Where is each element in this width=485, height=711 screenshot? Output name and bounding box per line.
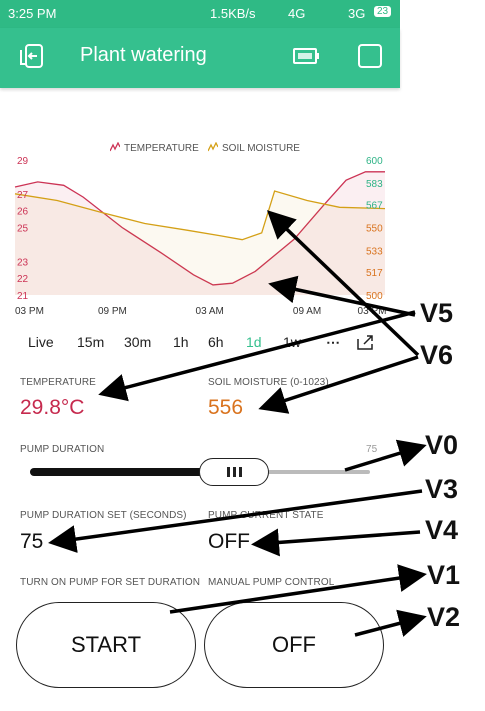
soil-moisture-value: 556 — [208, 396, 244, 419]
callout-v0: V0 — [425, 430, 459, 460]
callout-v2: V2 — [427, 602, 461, 632]
y-right-tick-label: 600 — [366, 156, 383, 167]
battery-level: 23 — [374, 6, 392, 17]
soil-legend-icon — [208, 142, 218, 152]
network-4g: 4G — [288, 6, 306, 21]
y-right-tick-label: 517 — [366, 268, 383, 279]
series-area-1 — [15, 191, 385, 295]
y-left-tick-label: 29 — [17, 156, 29, 167]
status-speed: 1.5KB/s — [210, 6, 256, 21]
callout-v3: V3 — [425, 474, 459, 504]
y-left-tick-label: 23 — [17, 257, 29, 268]
expand-icon[interactable] — [356, 335, 374, 354]
series-line-1 — [14, 190, 386, 241]
temperature-value: 29.8°C — [20, 396, 85, 419]
start-button[interactable]: START — [16, 602, 196, 688]
device-icon[interactable] — [292, 42, 320, 70]
range-1w[interactable]: 1w — [283, 334, 301, 350]
chart-svg: 29 27 26 25 23 22 21 600 583 567 550 533 517 500 03 PM… — [14, 156, 387, 317]
x-tick-label: 09 PM — [98, 306, 127, 317]
y-right-tick-label: 500 — [366, 291, 383, 302]
manual-control-label: MANUAL PUMP CONTROL — [208, 577, 335, 588]
pump-duration-readout: 75 — [366, 444, 378, 455]
callout-v6: V6 — [420, 340, 454, 370]
series-line-0 — [14, 171, 385, 286]
manual-off-button[interactable]: OFF — [204, 602, 384, 688]
legend-temperature: TEMPERATURE — [110, 142, 199, 154]
grip-icon — [239, 467, 242, 477]
range-live[interactable]: Live — [28, 334, 54, 350]
callout-v5: V5 — [420, 298, 454, 328]
y-left-tick-label: 26 — [17, 207, 29, 218]
page-title: Plant watering — [80, 44, 207, 66]
app-bar: Plant watering — [0, 28, 400, 88]
back-icon[interactable] — [18, 42, 46, 70]
pump-duration-slider-fill — [30, 468, 234, 476]
y-right-tick-label: 533 — [366, 246, 383, 257]
grip-icon — [233, 467, 236, 477]
pump-duration-set-value: 75 — [20, 530, 44, 553]
turn-on-label: TURN ON PUMP FOR SET DURATION — [20, 577, 201, 588]
legend-soil-moisture: SOIL MOISTURE — [208, 142, 300, 154]
y-right-tick-label: 550 — [366, 224, 383, 235]
range-more[interactable]: ⋯ — [326, 334, 340, 350]
pump-state-value: OFF — [208, 530, 250, 553]
temperature-label: TEMPERATURE — [20, 377, 96, 388]
x-tick-label: 03 PM — [15, 306, 44, 317]
range-6h[interactable]: 6h — [208, 334, 224, 350]
callout-v1: V1 — [427, 560, 461, 590]
y-left-tick-label: 21 — [17, 291, 29, 302]
status-time: 3:25 PM — [8, 6, 57, 21]
soil-moisture-label: SOIL MOISTURE (0-1023) — [208, 377, 329, 388]
range-1d[interactable]: 1d — [246, 334, 262, 350]
time-range-selector: Live 15m 30m 1h 6h 1d 1w ⋯ — [20, 334, 390, 354]
y-left-tick-label: 27 — [17, 190, 29, 201]
status-bar: 3:25 PM 1.5KB/s 4G 3G 23 — [0, 0, 400, 28]
temperature-legend-icon — [110, 142, 120, 152]
pump-state-label: PUMP CURRENT STATE — [208, 510, 324, 521]
callout-v4: V4 — [425, 515, 459, 545]
y-left-tick-label: 22 — [17, 274, 29, 285]
range-30m[interactable]: 30m — [124, 334, 152, 350]
pump-duration-set-label: PUMP DURATION SET (SECONDS) — [20, 510, 187, 521]
range-1h[interactable]: 1h — [173, 334, 189, 350]
sensor-chart[interactable]: 29 27 26 25 23 22 21 600 583 567 550 533 517 500 03 PM… — [0, 140, 400, 320]
x-tick-label: 03 AM — [196, 306, 224, 317]
menu-square-icon[interactable] — [356, 42, 384, 70]
x-tick-label: 09 AM — [293, 306, 321, 317]
pump-duration-slider-thumb[interactable] — [199, 458, 269, 486]
grip-icon — [227, 467, 230, 477]
y-right-tick-label: 583 — [366, 179, 383, 190]
pump-duration-label: PUMP DURATION — [20, 444, 105, 455]
range-15m[interactable]: 15m — [77, 334, 105, 350]
x-tick-label: 03 PM — [358, 306, 387, 317]
y-right-tick-label: 567 — [366, 201, 383, 212]
network-3g: 3G — [348, 6, 366, 21]
y-left-tick-label: 25 — [17, 224, 29, 235]
